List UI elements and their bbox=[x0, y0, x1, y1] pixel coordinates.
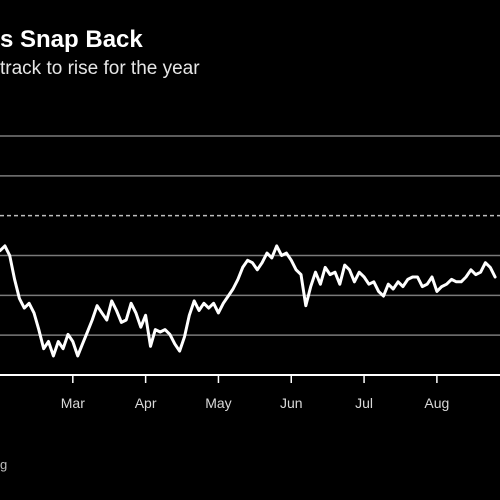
x-tick-label: Jul bbox=[355, 395, 373, 411]
x-tick-label: Mar bbox=[61, 395, 85, 411]
x-tick-label: May bbox=[205, 395, 231, 411]
x-tick-label: Jun bbox=[280, 395, 303, 411]
chart-subtitle: track to rise for the year bbox=[0, 58, 200, 79]
chart-title: s Snap Back bbox=[0, 26, 143, 53]
x-tick-label: Apr bbox=[135, 395, 157, 411]
source-note: g bbox=[0, 457, 8, 472]
x-tick-label: Aug bbox=[424, 395, 449, 411]
series-line bbox=[0, 244, 497, 358]
